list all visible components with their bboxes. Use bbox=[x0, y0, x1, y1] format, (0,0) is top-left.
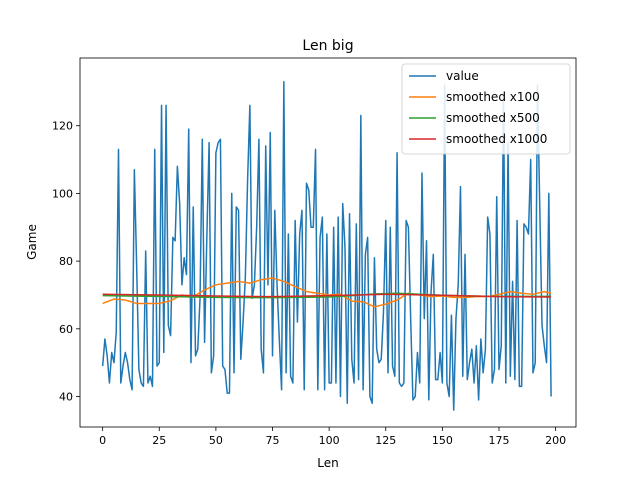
legend-label-smoothed-x1000: smoothed x1000 bbox=[446, 132, 547, 146]
x-tick-label: 75 bbox=[266, 434, 280, 447]
y-tick-label: 60 bbox=[59, 323, 73, 336]
series-line-smoothed-x1000 bbox=[102, 293, 552, 298]
x-tick-label: 200 bbox=[545, 434, 566, 447]
x-tick-label: 100 bbox=[319, 434, 340, 447]
y-tick-label: 100 bbox=[52, 187, 73, 200]
chart-title: Len big bbox=[302, 38, 353, 54]
legend-box bbox=[401, 63, 571, 155]
plot-frame bbox=[79, 57, 577, 428]
x-tick-label: 175 bbox=[488, 434, 509, 447]
x-tick-label: 0 bbox=[99, 434, 106, 447]
series-line-value bbox=[101, 80, 552, 411]
y-tick-label: 120 bbox=[52, 120, 73, 133]
x-tick-label: 150 bbox=[432, 434, 453, 447]
y-axis-label: Game bbox=[25, 224, 39, 260]
x-tick-label: 50 bbox=[209, 434, 223, 447]
plot-lines bbox=[101, 80, 552, 411]
y-axis: 40 60 80 100 120 bbox=[52, 120, 80, 404]
legend-label-smoothed-x100: smoothed x100 bbox=[446, 90, 540, 104]
legend-label-smoothed-x500: smoothed x500 bbox=[446, 111, 540, 125]
y-tick-label: 80 bbox=[59, 255, 73, 268]
x-tick-label: 125 bbox=[375, 434, 396, 447]
x-tick-label: 25 bbox=[152, 434, 166, 447]
legend-label-value: value bbox=[446, 69, 479, 83]
x-axis-label: Len bbox=[317, 456, 338, 470]
y-tick-label: 40 bbox=[59, 391, 73, 404]
legend: value smoothed x100 smoothed x500 smoothed … bbox=[401, 63, 571, 155]
x-axis: 0 25 50 75 100 125 150 175 200 bbox=[99, 427, 566, 447]
